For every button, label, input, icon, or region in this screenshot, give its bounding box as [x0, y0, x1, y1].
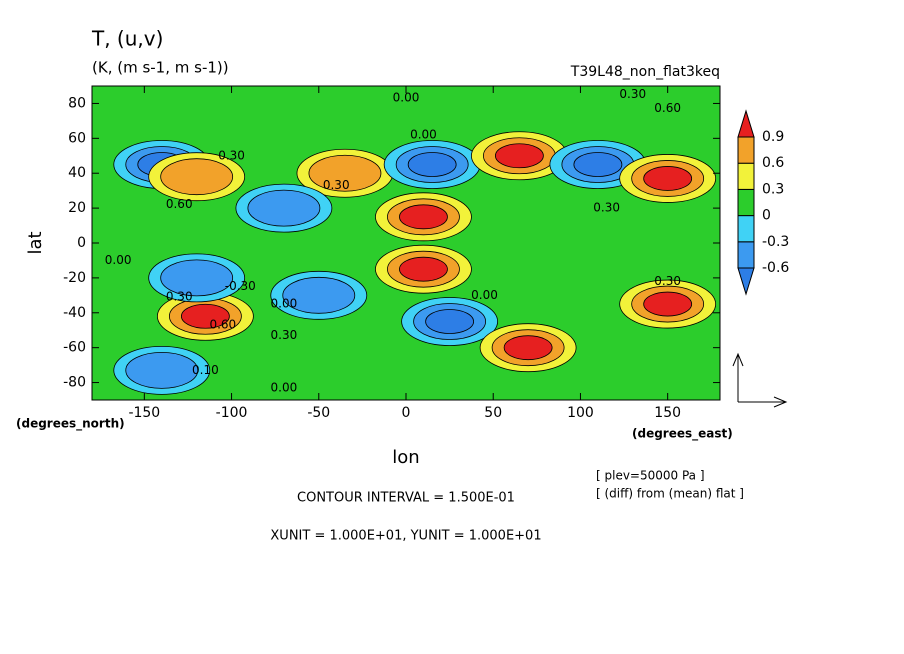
- field: 0.00 0.30 0.60 0.00 0.30 0.30 0.60 0.30 0.00 -0.3…: [92, 86, 720, 400]
- colorbar-label: 0.3: [762, 181, 784, 197]
- x-unit: (degrees_east): [632, 427, 733, 442]
- contour-region: [407, 152, 457, 177]
- colorbar-label: -0.6: [762, 260, 789, 276]
- contour-label: 0.30: [619, 87, 646, 101]
- contour-region: [643, 291, 693, 317]
- contour-label: 0.00: [393, 91, 420, 105]
- contour-region: [399, 256, 448, 282]
- colorbar-label: -0.3: [762, 234, 789, 250]
- contour-region: [573, 152, 623, 177]
- contour-region: [643, 166, 693, 191]
- vector-legend: [732, 352, 788, 408]
- colorbar-label: 0.9: [762, 129, 784, 145]
- y-tick-label: 40: [68, 165, 86, 181]
- contour-label: 0.00: [271, 380, 298, 394]
- footer: XUNIT = 1.000E+01, YUNIT = 1.000E+01: [270, 529, 541, 544]
- contour-label: -0.30: [225, 279, 256, 293]
- contour-label: 0.30: [323, 178, 350, 192]
- y-tick-label: -40: [63, 305, 86, 321]
- colorbar-box: [737, 188, 755, 217]
- contour-label: 0.30: [271, 328, 298, 342]
- x-tick-label: 50: [484, 405, 502, 421]
- chart-title: T, (u,v): [91, 27, 163, 51]
- y-tick-label: 20: [68, 200, 86, 216]
- x-tick-label: -150: [128, 405, 160, 421]
- y-tick-label: -60: [63, 340, 86, 356]
- colorbar-label: 0.6: [762, 155, 784, 171]
- x-axis-label: lon: [392, 447, 419, 468]
- contour-region: [425, 309, 475, 334]
- contour-region: [494, 143, 544, 169]
- contour-label: 0.60: [654, 101, 681, 115]
- colorbar-label: 0: [762, 208, 771, 224]
- colorbar-box: [737, 136, 755, 164]
- y-tick-label: 80: [68, 95, 86, 111]
- y-tick-label: 60: [68, 130, 86, 146]
- field-background: [92, 86, 720, 400]
- x-tick-label: -50: [307, 405, 330, 421]
- contour-label: 0.30: [593, 201, 620, 215]
- chart-subtitle: (K, (m s-1, m s-1)): [92, 59, 229, 77]
- contour-label: 0.00: [410, 127, 437, 141]
- y-tick-label: -80: [63, 375, 86, 391]
- contour-label: 0.30: [166, 290, 193, 304]
- contour-region: [503, 335, 553, 361]
- contour-region: [180, 303, 230, 329]
- contour-label: 0.00: [105, 253, 132, 267]
- colorbar-triangle: [737, 267, 755, 296]
- x-tick-label: 150: [654, 405, 681, 421]
- y-axis-label: lat: [25, 231, 46, 254]
- note: [ plev=50000 Pa ]: [596, 469, 705, 483]
- contour-label: 0.00: [471, 288, 498, 302]
- x-tick-label: 100: [567, 405, 594, 421]
- contour-label: 0.10: [192, 363, 219, 377]
- contour-region: [125, 351, 199, 389]
- contour-region: [308, 154, 382, 192]
- contour-label: 0.60: [166, 197, 193, 211]
- note: [ (diff) from (mean) flat ]: [596, 487, 744, 501]
- contour-region: [247, 189, 321, 227]
- x-tick-label: -100: [216, 405, 248, 421]
- footer: CONTOUR INTERVAL = 1.500E-01: [297, 491, 515, 506]
- x-tick-label: 0: [402, 405, 411, 421]
- contour-region: [160, 259, 234, 297]
- colorbar-box: [737, 241, 755, 269]
- contour-label: 0.30: [654, 274, 681, 288]
- contour-label: 0.00: [271, 297, 298, 311]
- contour-region: [282, 276, 356, 314]
- colorbar-box: [737, 162, 755, 190]
- contour-region: [160, 158, 234, 196]
- y-unit: (degrees_north): [16, 417, 125, 432]
- colorbar-box: [737, 215, 755, 243]
- y-tick-label: -20: [63, 270, 86, 286]
- contour-label: 0.30: [218, 148, 245, 162]
- run-label: T39L48_non_flat3keq: [570, 64, 720, 80]
- y-tick-label: 0: [77, 235, 86, 251]
- contour-label: 0.60: [209, 317, 236, 331]
- contour-region: [399, 204, 448, 230]
